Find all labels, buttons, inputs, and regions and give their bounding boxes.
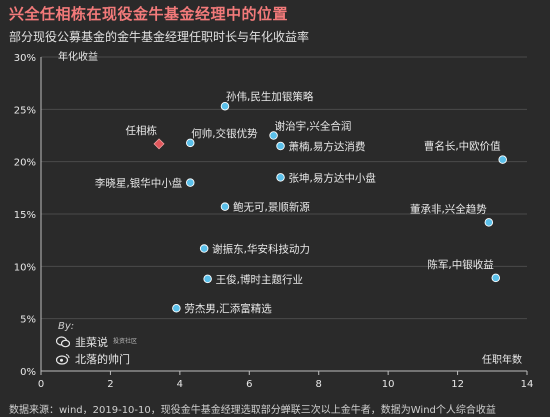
data-point-marker	[220, 101, 230, 111]
data-point-marker	[199, 244, 209, 253]
chart-title: 兴全任相栋在现役金牛基金经理中的位置	[9, 5, 289, 23]
data-point-marker	[186, 138, 195, 148]
wechat-icon	[56, 336, 70, 348]
x-tick-label: 6	[246, 379, 252, 390]
x-tick-label: 2	[107, 379, 113, 390]
data-point-label: 何帅,交银优势	[191, 127, 258, 140]
x-axis-title: 任职年数	[482, 353, 522, 366]
y-axis-title: 年化收益	[58, 50, 98, 63]
data-point: 李晓星,银华中小盘	[95, 177, 195, 190]
data-point: 董承非,兴全趋势	[410, 202, 494, 227]
x-tick-label: 14	[521, 379, 534, 390]
data-point-marker-highlight	[153, 138, 165, 150]
data-point: 劳杰男,汇添富精选	[172, 302, 272, 315]
data-point-marker	[276, 173, 285, 182]
data-point: 萧楠,易方达消费	[276, 140, 366, 153]
chart-subtitle: 部分现役公募基金的金牛基金经理任职时长与年化收益率	[9, 30, 310, 44]
data-point-marker	[203, 274, 212, 284]
data-point-marker	[491, 273, 501, 283]
data-point-marker	[498, 155, 507, 164]
data-point-label: 王俊,博时主题行业	[216, 273, 303, 286]
y-tick-label: 5%	[20, 315, 36, 326]
y-tick-label: 25%	[14, 105, 36, 116]
data-point-label: 董承非,兴全趋势	[410, 202, 487, 215]
data-point-marker	[269, 131, 278, 140]
credit-by-label: By:	[58, 321, 75, 332]
data-point-label: 孙伟,民生加银策略	[226, 90, 314, 103]
data-point-label: 曹名长,中欧价值	[424, 140, 501, 153]
data-source-note: 数据来源：wind，2019-10-10，现役金牛基金经理选取部分蝉联三次以上金…	[9, 405, 496, 416]
wechat-name: 韭菜说	[75, 336, 108, 349]
data-point: 谢振东,华安科技动力	[199, 243, 310, 256]
data-point-label: 劳杰男,汇添富精选	[184, 302, 272, 315]
data-point: 陈军,中银收益	[427, 258, 501, 283]
y-tick-label: 10%	[14, 262, 36, 273]
data-point: 何帅,交银优势	[186, 127, 258, 148]
data-point: 张坤,易方达中小盘	[276, 171, 377, 184]
y-tick-label: 20%	[14, 158, 36, 169]
gridlines	[41, 56, 527, 320]
y-tick-label: 15%	[14, 210, 36, 221]
x-tick-label: 4	[177, 379, 183, 390]
data-point-label: 萧楠,易方达消费	[289, 140, 366, 153]
data-point: 鲍无可,景顺新源	[220, 201, 310, 214]
data-point-marker	[484, 218, 494, 227]
x-tick-label: 12	[451, 379, 464, 390]
data-point: 曹名长,中欧价值	[424, 140, 507, 164]
weibo-icon	[56, 353, 70, 365]
weibo-name: 北落的帅门	[75, 353, 130, 366]
data-point: 谢治宇,兴全合润	[269, 120, 352, 140]
x-tick-label: 8	[316, 379, 322, 390]
credit-wechat: 韭菜说 投资社区	[56, 334, 138, 350]
data-point: 任相栋	[126, 124, 165, 150]
data-point: 王俊,博时主题行业	[203, 273, 303, 286]
data-point-marker	[172, 303, 181, 313]
data-point-marker	[276, 141, 285, 151]
y-tick-label: 30%	[14, 53, 36, 64]
wechat-tag: 投资社区	[113, 338, 138, 345]
data-point-marker	[186, 178, 195, 187]
data-point-marker	[220, 202, 230, 211]
x-tick-label: 0	[38, 379, 44, 390]
data-point-label: 李晓星,银华中小盘	[95, 177, 183, 190]
data-point-label: 陈军,中银收益	[427, 258, 494, 271]
data-point-label: 鲍无可,景顺新源	[233, 201, 310, 214]
data-point-label: 谢振东,华安科技动力	[212, 243, 310, 256]
data-point: 孙伟,民生加银策略	[220, 90, 314, 111]
data-point-label: 谢治宇,兴全合润	[275, 120, 352, 133]
x-tick-label: 10	[382, 379, 395, 390]
y-tick-label: 0%	[20, 367, 36, 378]
data-point-label: 任相栋	[126, 124, 158, 137]
data-point-label: 张坤,易方达中小盘	[289, 171, 377, 184]
credit-weibo: 北落的帅门	[56, 351, 130, 367]
